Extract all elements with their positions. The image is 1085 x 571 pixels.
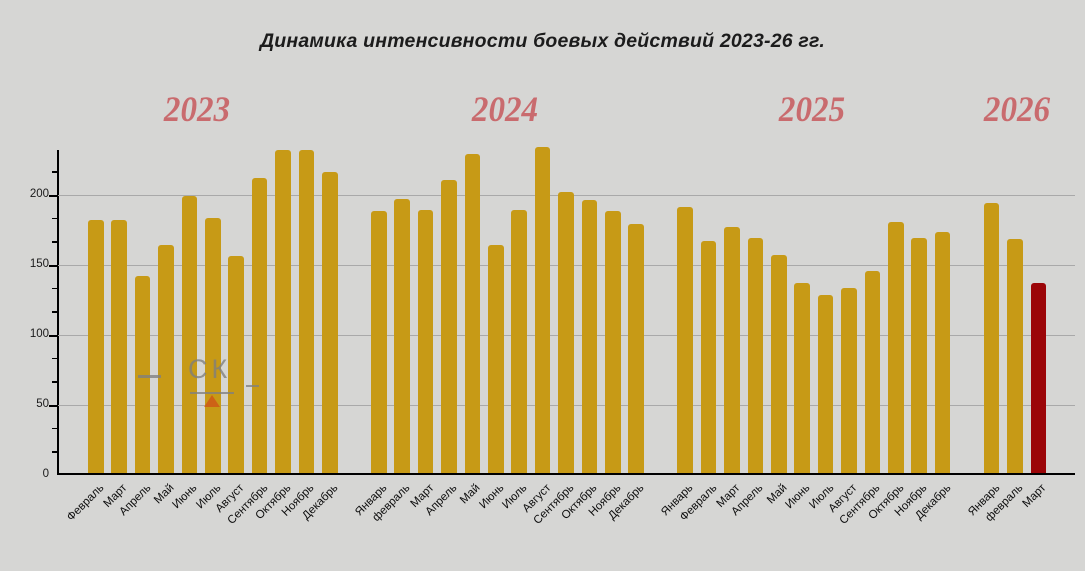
bar-2024-Май (464, 153, 481, 473)
bar-2025-Май (771, 254, 787, 473)
y-tick-minor (52, 171, 58, 173)
bar-2025-Июль (817, 295, 834, 473)
bar-2023-Октябрь (275, 149, 291, 473)
bar-2025-Сентябрь (864, 271, 881, 473)
bar-2024-Март (417, 209, 434, 473)
watermark-logo: СК (138, 354, 268, 412)
y-tick-minor (52, 451, 58, 453)
year-label-2023: 2023 (163, 89, 231, 129)
watermark-triangle-icon (204, 395, 220, 407)
bar-2024-Июнь (488, 244, 504, 473)
bar-2024-февраль (394, 198, 410, 473)
watermark-dash-left-icon (138, 375, 161, 378)
bar-2026-Март (1030, 282, 1047, 473)
bar-2024-Октябрь (581, 200, 598, 473)
y-tick-major (49, 194, 58, 197)
y-tick-label-200: 200 (29, 188, 49, 200)
watermark-underline-icon (190, 392, 234, 394)
year-label-2026: 2026 (983, 89, 1051, 129)
bar-2023-Август (228, 256, 244, 473)
bar-2023-Апрель (134, 275, 151, 473)
y-tick-major (49, 264, 58, 267)
y-tick-label-0: 0 (42, 468, 49, 480)
y-tick-major (49, 334, 58, 337)
bar-2024-Декабрь (628, 223, 644, 473)
plot-area: 0 50 100 150 200 Февраль Март Апрель Май Июнь Июль… (30, 146, 1075, 527)
y-tick-label-150: 150 (29, 258, 49, 270)
bar-2026-февраль (1007, 239, 1023, 473)
chart-title: Динамика интенсивности боевых действий 2… (260, 30, 825, 52)
y-tick-minor (52, 241, 58, 243)
bar-2025-Ноябрь (911, 237, 927, 473)
year-label-2025: 2025 (778, 89, 846, 129)
bar-2023-Июнь (181, 195, 198, 473)
y-tick-minor (52, 357, 58, 360)
watermark-letters: СК (188, 354, 232, 384)
bar-2024-Сентябрь (558, 191, 574, 473)
bar-2025-Февраль (700, 240, 717, 473)
y-axis-line (57, 150, 59, 475)
bar-2023-Июль (205, 218, 221, 473)
bar-2025-Октябрь (888, 222, 904, 473)
y-tick-minor (52, 381, 58, 383)
x-axis-line (57, 473, 1075, 475)
bar-2024-Август (534, 146, 551, 473)
bar-2026-Январь (983, 202, 1000, 473)
y-tick-minor (52, 311, 58, 313)
bar-2024-Апрель (441, 180, 457, 473)
y-tick-label-100: 100 (29, 328, 49, 340)
bar-2025-Июнь (794, 282, 810, 473)
bar-2025-Март (724, 226, 740, 473)
y-tick-minor (52, 287, 58, 290)
bar-2023-Ноябрь (298, 149, 315, 473)
bar-2023-Март (111, 219, 127, 473)
y-tick-minor (52, 427, 58, 430)
bar-2024-Ноябрь (605, 211, 621, 473)
y-tick-minor (52, 217, 58, 220)
bar-2025-Апрель (747, 237, 764, 473)
year-label-2024: 2024 (471, 89, 539, 129)
bar-2024-Январь (371, 211, 387, 473)
y-tick-label-50: 50 (36, 398, 49, 410)
bar-2024-Июль (511, 209, 527, 473)
bar-2023-Сентябрь (251, 177, 268, 473)
bar-2025-Декабрь (934, 232, 951, 473)
bar-2023-Февраль (88, 219, 104, 473)
bar-2025-Январь (677, 207, 693, 473)
bar-2023-Май (158, 244, 174, 473)
y-tick-major (49, 404, 58, 407)
watermark-dash-right-icon (246, 385, 259, 387)
bar-2023-Декабрь (322, 172, 338, 473)
bar-2025-Август (841, 288, 857, 473)
